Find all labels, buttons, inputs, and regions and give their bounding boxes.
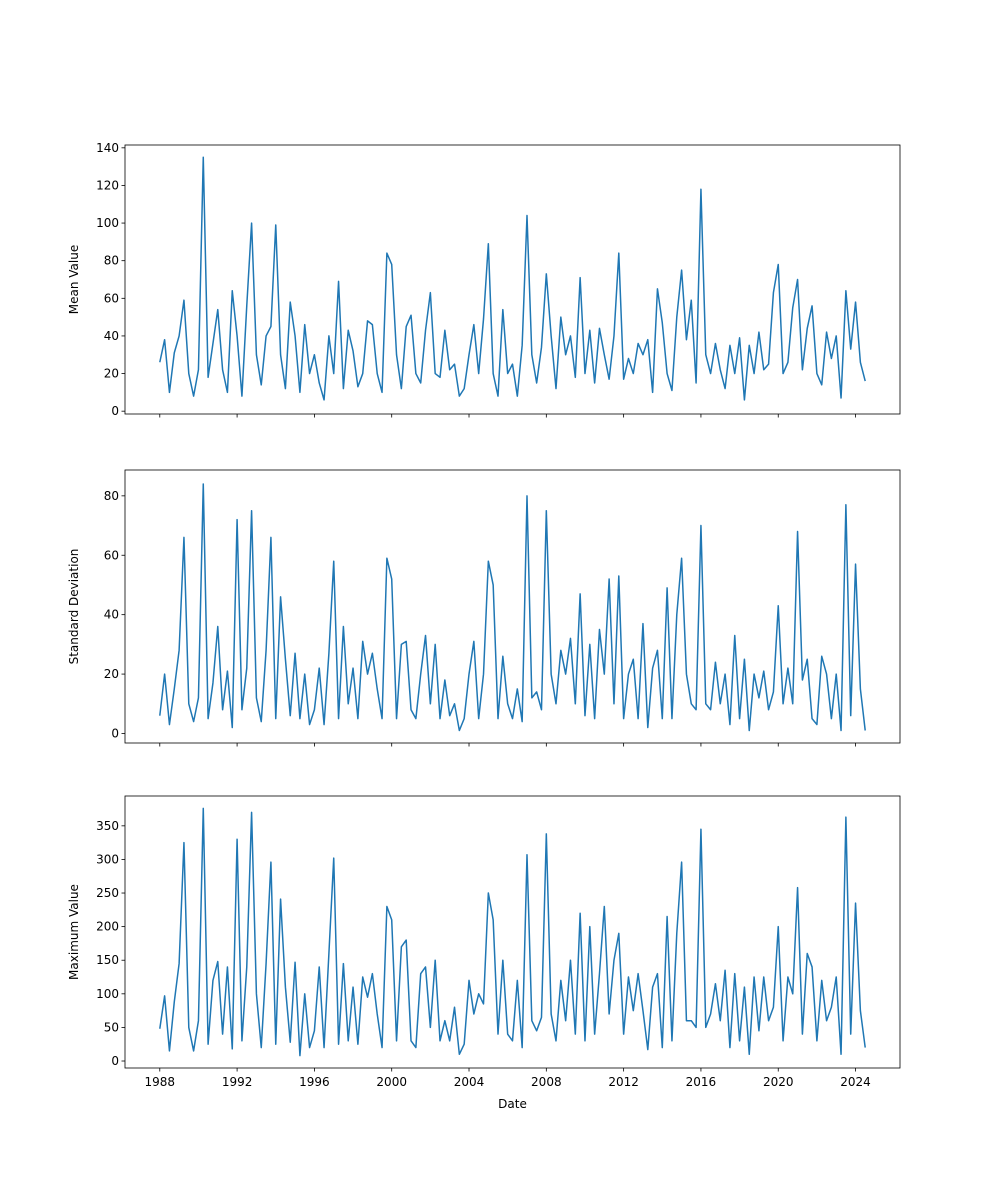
x-tick-label: 2024 [840, 1075, 871, 1089]
x-tick-label: 2000 [376, 1075, 407, 1089]
y-tick-label: 300 [96, 852, 119, 866]
x-tick-label: 2016 [686, 1075, 717, 1089]
y-tick-label: 20 [104, 367, 119, 381]
y-tick-label: 60 [104, 291, 119, 305]
y-tick-label: 40 [104, 608, 119, 622]
y-tick-label: 40 [104, 329, 119, 343]
y-tick-label: 0 [111, 1054, 119, 1068]
plot-area [159, 807, 866, 1057]
y-tick-label: 0 [111, 726, 119, 740]
axes-frame [124, 469, 901, 744]
y-tick-label: 60 [104, 548, 119, 562]
y-tick-label: 0 [111, 404, 119, 418]
x-tick-label: 2012 [608, 1075, 639, 1089]
data-line [159, 483, 866, 732]
y-tick-label: 200 [96, 920, 119, 934]
plot-area [159, 156, 866, 401]
x-axis-label: Date [498, 1097, 527, 1111]
y-tick-label: 100 [96, 987, 119, 1001]
y-tick-label: 350 [96, 819, 119, 833]
y-tick-label: 50 [104, 1020, 119, 1034]
x-tick-label: 2004 [454, 1075, 485, 1089]
data-line [159, 156, 866, 401]
x-tick-label: 1992 [222, 1075, 253, 1089]
y-tick-label: 80 [104, 254, 119, 268]
y-tick-label: 20 [104, 667, 119, 681]
y-tick-label: 80 [104, 489, 119, 503]
y-tick-label: 250 [96, 886, 119, 900]
y-tick-label: 150 [96, 953, 119, 967]
x-tick-label: 2020 [763, 1075, 794, 1089]
axes-frame [124, 795, 901, 1069]
y-axis-label: Maximum Value [67, 884, 81, 980]
x-tick-label: 1988 [145, 1075, 176, 1089]
data-line [159, 807, 866, 1057]
y-axis-label: Standard Deviation [67, 549, 81, 665]
y-tick-label: 100 [96, 216, 119, 230]
y-axis-label: Mean Value [67, 245, 81, 314]
plot-area [159, 483, 866, 732]
y-tick-label: 120 [96, 178, 119, 192]
x-tick-label: 2008 [531, 1075, 562, 1089]
y-tick-label: 140 [96, 141, 119, 155]
axes-frame [124, 144, 901, 415]
x-tick-label: 1996 [299, 1075, 330, 1089]
